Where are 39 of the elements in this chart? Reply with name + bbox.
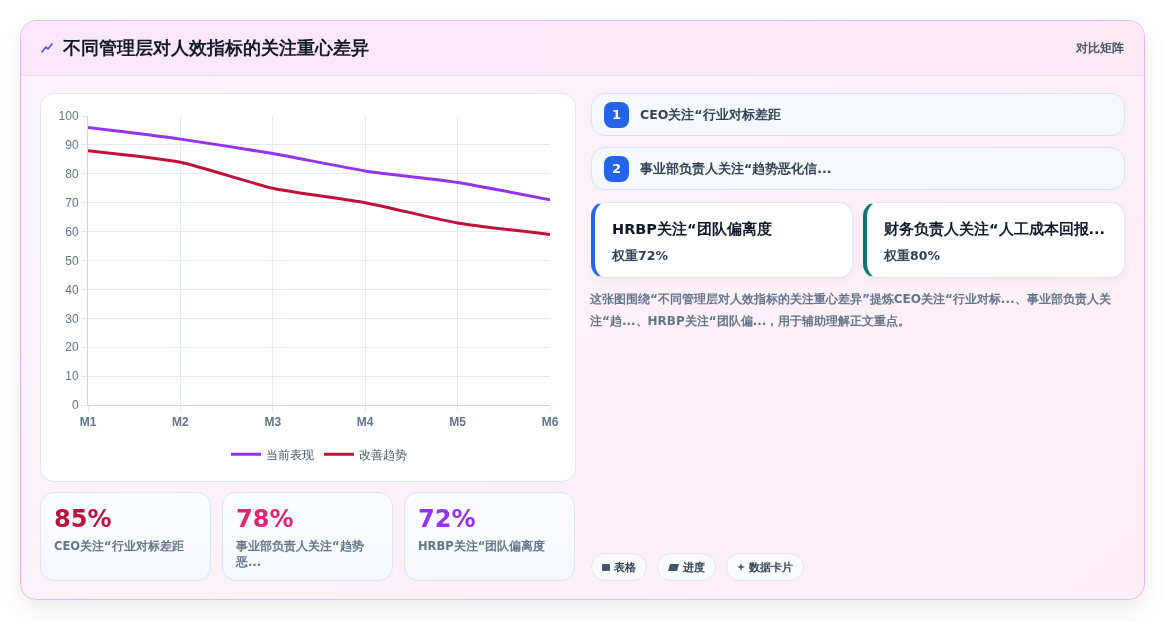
legend-label: 当前表现 (266, 447, 314, 462)
x-tick-label: M6 (541, 415, 559, 430)
text: HRBP关注“团队偏离度 (418, 538, 547, 554)
x-tick-label: M4 (356, 415, 374, 430)
x-tick-label: M2 (172, 415, 190, 430)
text: 权重80% (884, 248, 940, 265)
text: CEO关注“行业对标差距 (54, 538, 185, 554)
text: CEO关注“行业对标差距 (640, 107, 781, 124)
x-tick-label: M5 (449, 415, 467, 430)
legend-label: 改善趋势 (359, 447, 407, 462)
text: 72% (418, 505, 476, 533)
x-tick-label: M3 (264, 415, 282, 430)
text: 78% (236, 505, 294, 533)
text: 对比矩阵 (1076, 40, 1124, 57)
y-tick-label: 100 (58, 109, 79, 124)
text: 权重72% (612, 248, 668, 265)
text: 事业部负责人关注“趋势恶化信... (640, 161, 832, 178)
y-tick-label: 30 (65, 311, 79, 326)
text: 进度 (683, 559, 705, 575)
y-tick-label: 60 (65, 224, 79, 239)
text: 不同管理层对人效指标的关注重心差异 (63, 36, 369, 60)
y-tick-label: 20 (65, 340, 79, 355)
y-tick-label: 70 (65, 195, 79, 210)
text: 85% (54, 505, 112, 533)
y-tick-label: 50 (65, 253, 79, 268)
text: 财务负责人关注“人工成本回报... (884, 220, 1106, 239)
x-tick-label: M1 (79, 415, 97, 430)
y-tick-label: 80 (65, 167, 79, 181)
text: 数据卡片 (749, 559, 793, 575)
text: 表格 (614, 559, 636, 575)
y-tick-label: 10 (65, 369, 79, 384)
text: 事业部负责人关注“趋势恶... (236, 538, 365, 570)
text: 2 (604, 156, 629, 182)
text: 这张图围绕“不同管理层对人效指标的关注重心差异”提炼CEO关注“行业对标...、事业部负责人关注“趋...、HRBP关注“团队偏...，用于辅助理解正文重点。 (590, 291, 1112, 330)
y-tick-label: 40 (65, 282, 79, 297)
y-tick-label: 90 (65, 138, 79, 153)
y-tick-label: 0 (71, 398, 79, 413)
text: 1 (604, 102, 629, 128)
text: HRBP关注“团队偏离度 (612, 220, 772, 239)
